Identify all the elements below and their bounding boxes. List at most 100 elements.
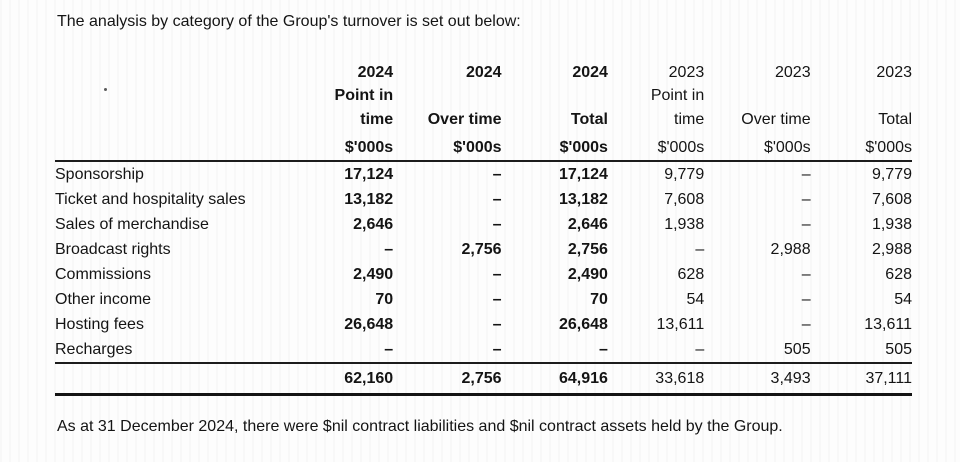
column-header-cell: $'000s <box>393 129 502 162</box>
total-value-cell: 3,493 <box>704 363 811 396</box>
value-cell: 505 <box>704 337 811 364</box>
category-label-cell: Recharges <box>55 337 288 364</box>
header-spacer-cell <box>55 56 288 82</box>
table-header: 2024 2024 2024 2023 2023 2023 Point in Point in… <box>55 56 912 162</box>
column-header-cell: time <box>674 111 705 128</box>
category-label-cell: Broadcast rights <box>55 240 171 258</box>
column-header-cell: Over time <box>427 111 502 128</box>
value-cell: 70 <box>375 290 394 308</box>
value-cell: – <box>492 165 502 183</box>
value-cell: 1,938 <box>871 215 912 233</box>
column-header-cell <box>811 82 912 105</box>
category-label-cell: Sponsorship <box>55 165 144 183</box>
value-cell: 628 <box>885 265 912 283</box>
column-header-cell: $'000s <box>607 129 705 162</box>
value-cell: 505 <box>810 337 912 364</box>
column-header-cell: 2023 <box>775 64 811 81</box>
value-cell: 26,648 <box>558 315 608 333</box>
value-cell: 628 <box>677 265 705 283</box>
header-spacer-cell <box>55 129 288 162</box>
scan-artifact-dot <box>104 88 107 91</box>
table-body: Sponsorship 17,124 – 17,124 9,779 – 9,779 Ticke… <box>55 161 912 396</box>
value-cell: 2,988 <box>770 240 811 258</box>
value-cell: 2,646 <box>353 215 394 233</box>
value-cell: – <box>801 315 811 333</box>
category-label-cell: Sales of merchandise <box>55 215 209 233</box>
column-header-cell: 2024 <box>572 64 608 81</box>
total-value-cell: 64,916 <box>501 363 608 396</box>
value-cell: – <box>607 337 705 364</box>
table-row: Hosting fees 26,648 – 26,648 13,611 – 13,611 <box>55 312 912 337</box>
value-cell: 7,608 <box>871 190 912 208</box>
value-cell: – <box>287 337 394 364</box>
category-label-cell: Hosting fees <box>55 315 144 333</box>
value-cell: 7,608 <box>664 190 705 208</box>
table-row: Sponsorship 17,124 – 17,124 9,779 – 9,779 <box>55 161 912 187</box>
value-cell: 54 <box>894 290 912 308</box>
total-label-cell <box>55 363 288 396</box>
table-row: Recharges – – – –505 505 <box>55 337 912 364</box>
value-cell: – <box>801 290 811 308</box>
column-header-cell: $'000s <box>501 129 608 162</box>
column-header-cell: 2024 <box>357 64 394 81</box>
header-spacer-cell <box>55 105 288 129</box>
column-header-cell: Total <box>878 111 912 128</box>
value-cell: 13,611 <box>656 315 705 333</box>
value-cell: – <box>492 190 502 208</box>
category-label-cell: Other income <box>55 290 152 308</box>
column-header-cell: 2024 <box>465 64 502 81</box>
table-row: Other income 70 – 70 54 – 54 <box>55 287 912 312</box>
column-header-cell: 2023 <box>668 64 705 81</box>
value-cell: – <box>801 165 811 183</box>
header-spacer-cell <box>55 82 288 105</box>
column-header-cell: $'000s <box>810 129 912 162</box>
column-header-cell: $'000s <box>704 129 811 162</box>
value-cell: 70 <box>590 290 608 308</box>
value-cell: – <box>492 290 502 308</box>
value-cell: 17,124 <box>558 165 608 183</box>
value-cell: 9,779 <box>871 165 912 183</box>
column-header-cell <box>704 82 810 105</box>
turnover-table: 2024 2024 2024 2023 2023 2023 Point in Point in… <box>55 56 912 396</box>
total-value-cell: 62,160 <box>287 363 394 396</box>
value-cell: 2,756 <box>567 240 608 258</box>
value-cell: 26,648 <box>344 315 394 333</box>
column-header-cell: 2023 <box>876 64 912 81</box>
column-header-cell: Point in <box>334 87 394 104</box>
value-cell: 2,490 <box>353 265 394 283</box>
category-label-cell: Ticket and hospitality sales <box>55 190 246 208</box>
total-value-cell: 37,111 <box>810 363 912 396</box>
value-cell: – <box>801 265 811 283</box>
value-cell: 17,124 <box>344 165 394 183</box>
column-header-cell: Total <box>570 111 608 128</box>
value-cell: – <box>501 337 608 364</box>
value-cell: 2,988 <box>871 240 912 258</box>
column-header-cell <box>393 82 501 105</box>
table-row: Commissions 2,490 – 2,490 628 – 628 <box>55 262 912 287</box>
intro-text: The analysis by category of the Group's … <box>57 13 521 30</box>
value-cell: 2,490 <box>567 265 608 283</box>
column-header-cell: Point in <box>650 87 705 104</box>
value-cell: – <box>801 190 811 208</box>
value-cell: 13,611 <box>864 315 912 333</box>
category-label-cell: Commissions <box>55 265 152 283</box>
value-cell: 1,938 <box>664 215 705 233</box>
value-cell: 9,779 <box>664 165 705 183</box>
value-cell: – <box>492 315 502 333</box>
column-header-cell: Over time <box>741 111 811 128</box>
value-cell: – <box>695 240 705 258</box>
value-cell: 13,182 <box>558 190 608 208</box>
total-value-cell: 2,756 <box>393 363 502 396</box>
value-cell: 13,182 <box>344 190 394 208</box>
value-cell: 2,646 <box>567 215 608 233</box>
table-row: Ticket and hospitality sales 13,182 – 13,18… <box>55 187 912 212</box>
value-cell: 2,756 <box>461 240 502 258</box>
value-cell: – <box>801 215 811 233</box>
value-cell: – <box>393 337 502 364</box>
column-header-cell: time <box>360 111 394 128</box>
column-header-cell <box>502 82 608 105</box>
total-row: 62,160 2,756 64,916 33,618 3,493 37,111 <box>55 363 912 396</box>
footnote-text: As at 31 December 2024, there were $nil … <box>57 418 783 435</box>
total-value-cell: 33,618 <box>607 363 705 396</box>
